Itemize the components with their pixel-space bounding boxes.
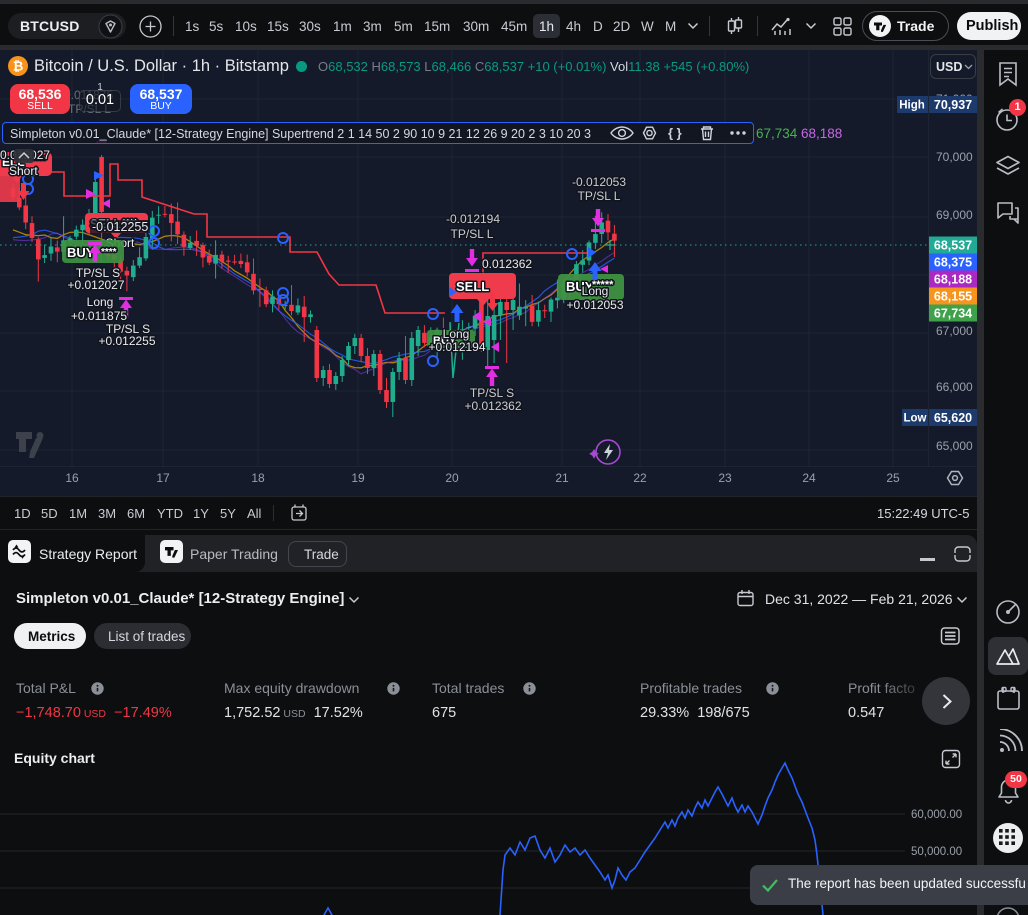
svg-text:Long: Long [443,327,470,341]
svg-text:TP/SL S: TP/SL S [106,322,150,336]
svg-text:60,000.00: 60,000.00 [911,809,962,821]
svg-text:Low: Low [904,413,927,425]
svg-text:18: 18 [251,471,265,485]
svg-text:68,155: 68,155 [934,290,972,304]
svg-text:+0.012053: +0.012053 [566,298,623,312]
svg-text:₿: ₿ [13,59,24,74]
svg-text:68,188: 68,188 [934,273,972,287]
svg-text:19: 19 [351,471,365,485]
svg-text:66,000: 66,000 [936,380,973,394]
svg-text:24: 24 [802,471,816,485]
svg-text:+0.012362: +0.012362 [464,399,521,413]
svg-text:SELL: SELL [456,279,489,294]
svg-text:****: **** [32,155,47,165]
svg-text:69,000: 69,000 [936,208,973,222]
svg-text:TP/SL S: TP/SL S [470,386,514,400]
svg-text:68,537: 68,537 [934,239,972,253]
svg-text:+0.012194: +0.012194 [428,340,485,354]
svg-text:70,937: 70,937 [934,98,972,112]
svg-text:Short: Short [9,164,38,178]
svg-text:TP/SL S: TP/SL S [76,266,120,280]
svg-text:65,620: 65,620 [934,411,972,425]
svg-text:0.012362: 0.012362 [482,257,532,271]
svg-text:22: 22 [633,471,647,485]
svg-text:70,000: 70,000 [936,150,973,164]
svg-text:20: 20 [445,471,459,485]
svg-text:TP/SL L: TP/SL L [451,227,494,241]
svg-text:50,000.00: 50,000.00 [911,846,962,858]
svg-text:+0.011875: +0.011875 [71,309,127,323]
svg-text:67,734: 67,734 [934,307,972,321]
svg-text:TP/SL L: TP/SL L [578,189,621,203]
svg-text:16: 16 [65,471,79,485]
svg-text:+0.012027: +0.012027 [67,278,124,292]
svg-text:21: 21 [555,471,569,485]
svg-text:+0.012255: +0.012255 [98,334,155,348]
svg-text:BUY: BUY [67,245,95,260]
svg-text:BUY: BUY [566,279,594,294]
svg-text:-0.012194: -0.012194 [446,212,500,226]
svg-text:Long: Long [582,284,609,298]
svg-text:67,000: 67,000 [936,324,973,338]
svg-text:17: 17 [156,471,170,485]
svg-text:Long: Long [87,295,114,309]
svg-text:25: 25 [886,471,900,485]
svg-text:{ }: { } [668,126,682,141]
svg-text:*****: ***** [592,279,614,291]
svg-text:-0.012255: -0.012255 [92,220,148,234]
svg-text:High: High [899,100,925,112]
svg-text:-0.012053: -0.012053 [572,175,626,189]
svg-text:23: 23 [718,471,732,485]
svg-text:BUY: BUY [433,335,457,347]
svg-text:68,375: 68,375 [934,256,972,270]
svg-text:65,000: 65,000 [936,439,973,453]
svg-text:****: **** [101,247,117,258]
